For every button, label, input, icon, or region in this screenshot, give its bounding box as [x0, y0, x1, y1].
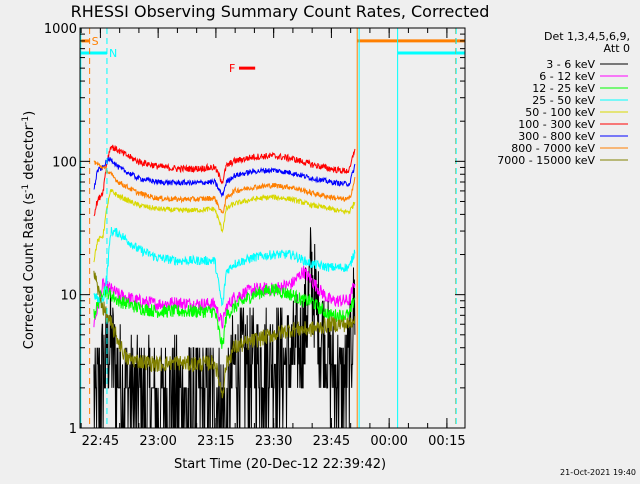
y-label-part-1: Corrected Count Rate (s [22, 193, 37, 350]
series-line [93, 226, 356, 307]
x-tick-label: 00:00 [370, 434, 407, 449]
series-line [93, 155, 356, 198]
legend-label: 50 - 100 keV [525, 106, 595, 119]
x-tick-label: 23:00 [139, 434, 176, 449]
legend-label: 25 - 50 keV [532, 94, 595, 107]
legend-label: 100 - 300 keV [518, 118, 595, 131]
legend-label: 12 - 25 keV [532, 82, 595, 95]
legend-header-detectors: Det 1,3,4,5,6,9, [544, 30, 630, 43]
y-axis-label: Corrected Count Rate (s-1 detector-1) [21, 111, 37, 349]
x-tick-label: 00:15 [428, 434, 465, 449]
y-axis: 1 10 100 1000 [44, 22, 465, 437]
x-tick-label: 23:15 [197, 434, 234, 449]
chart-title: RHESSI Observing Summary Count Rates, Co… [71, 2, 490, 21]
legend-label: 800 - 7000 keV [511, 142, 595, 155]
x-tick-label: 22:45 [82, 434, 119, 449]
y-label-sup-1: -1 [21, 184, 31, 193]
series-line [93, 265, 356, 329]
y-tick-label: 10 [60, 289, 77, 304]
x-tick-label: 23:30 [255, 434, 292, 449]
plot-frame [79, 27, 466, 429]
series-line [93, 144, 356, 217]
legend-label: 3 - 6 keV [546, 58, 595, 71]
flag-label: S [92, 35, 99, 48]
legend-label: 300 - 800 keV [518, 130, 595, 143]
y-tick-label: 1000 [44, 22, 77, 37]
y-label-sup-2: -1 [21, 116, 31, 125]
x-tick-label: 23:45 [313, 434, 350, 449]
flag-label: F [229, 62, 235, 75]
legend-header-attenuator: Att 0 [604, 42, 630, 55]
series-line [93, 160, 356, 214]
y-label-part-2: detector [22, 124, 37, 184]
x-axis-label: Start Time (20-Dec-12 22:39:42) [174, 457, 386, 472]
y-label-part-3: ) [22, 111, 37, 116]
vline-layer [80, 28, 457, 428]
series-line [93, 283, 356, 349]
series-line [93, 270, 356, 399]
series-layer [93, 144, 356, 429]
legend-label: 6 - 12 keV [539, 70, 595, 83]
x-axis: 22:45 23:00 23:15 23:30 23:45 00:00 00:15 [80, 28, 466, 449]
flag-layer: SN F [80, 35, 465, 75]
series-line [93, 188, 356, 263]
flag-label: N [109, 47, 117, 60]
footer-timestamp: 21-Oct-2021 19:40 [560, 468, 636, 477]
y-tick-label: 100 [52, 155, 77, 170]
y-tick-label: 1 [69, 422, 77, 437]
legend-label: 7000 - 15000 keV [497, 154, 595, 167]
